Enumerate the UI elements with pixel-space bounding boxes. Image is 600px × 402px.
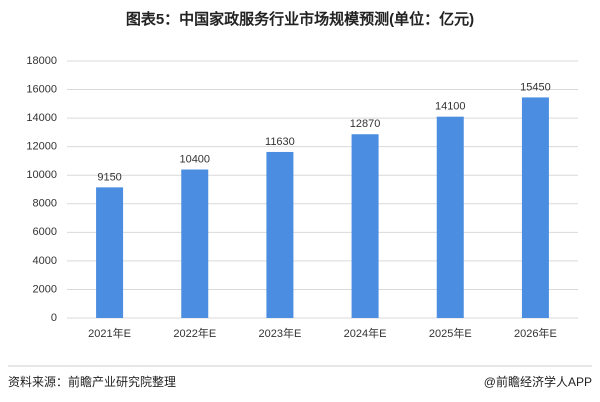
data-label: 9150 (97, 171, 121, 183)
y-tick-label: 2000 (33, 283, 57, 295)
y-tick-label: 4000 (33, 255, 57, 267)
x-tick-label: 2023年E (259, 326, 302, 340)
y-tick-label: 16000 (26, 83, 57, 95)
data-label: 14100 (435, 101, 466, 113)
bar (181, 169, 209, 318)
x-tick-label: 2025年E (429, 326, 472, 340)
data-label: 15450 (520, 81, 551, 93)
y-tick-label: 12000 (26, 141, 57, 153)
credit: @前瞻经济学人APP (484, 374, 592, 389)
x-tick-label: 2026年E (514, 326, 557, 340)
data-label: 12870 (350, 118, 381, 130)
bar (436, 116, 464, 318)
y-tick-label: 18000 (26, 55, 57, 67)
bar (266, 151, 294, 318)
source-note: 资料来源：前瞻产业研究院整理 (8, 374, 176, 389)
bar (96, 187, 124, 318)
x-tick-label: 2021年E (88, 326, 131, 340)
data-label: 11630 (265, 136, 295, 148)
bar (521, 97, 549, 319)
y-tick-label: 10000 (26, 169, 57, 181)
y-tick-label: 6000 (33, 226, 57, 238)
data-label: 10400 (179, 153, 210, 165)
x-tick-label: 2022年E (173, 326, 216, 340)
y-tick-label: 0 (51, 312, 57, 324)
x-tick-label: 2024年E (344, 326, 387, 340)
y-tick-label: 8000 (33, 198, 57, 210)
chart-title: 图表5：中国家政服务行业市场规模预测(单位：亿元) (126, 10, 474, 28)
y-tick-label: 14000 (26, 112, 57, 124)
bar (351, 134, 379, 318)
